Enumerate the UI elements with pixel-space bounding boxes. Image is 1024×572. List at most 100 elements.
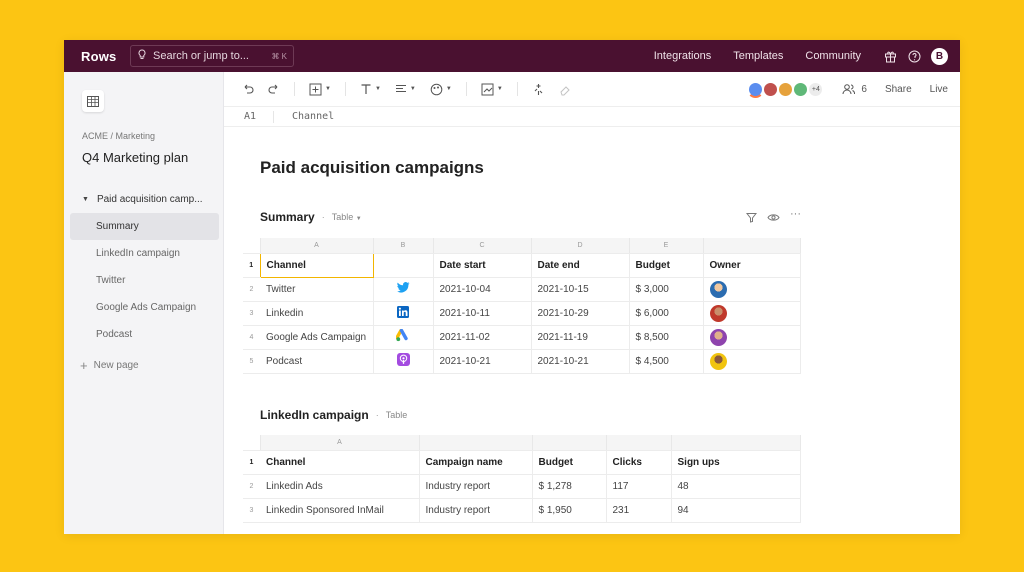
text-format-button[interactable]: ▼ <box>360 78 381 100</box>
table-cell[interactable]: 2021-11-02 <box>433 325 532 350</box>
magic-icon[interactable] <box>532 78 545 100</box>
table-cell[interactable]: Budget <box>629 253 704 278</box>
table-cell[interactable] <box>703 301 801 326</box>
color-button[interactable]: ▼ <box>430 78 452 100</box>
table-cell-selected[interactable]: Channel <box>259 252 374 278</box>
column-header[interactable] <box>606 435 672 451</box>
sidebar-item-summary[interactable]: Summary <box>70 213 219 240</box>
table-cell[interactable]: 2021-10-21 <box>433 349 532 374</box>
row-number[interactable]: 2 <box>243 277 260 302</box>
breadcrumb[interactable]: ACME / Marketing <box>82 131 156 141</box>
table-cell[interactable] <box>703 325 801 350</box>
table-cell[interactable]: 2021-10-29 <box>531 301 630 326</box>
table-cell[interactable] <box>373 325 434 350</box>
table-cell[interactable]: Budget <box>532 450 607 475</box>
table-cell[interactable]: Linkedin Sponsored InMail <box>260 498 420 523</box>
table-cell[interactable]: 117 <box>606 474 672 499</box>
table-cell[interactable]: Google Ads Campaign <box>260 325 374 350</box>
table-cell[interactable] <box>373 253 434 278</box>
table-cell[interactable]: $ 3,000 <box>629 277 704 302</box>
table-cell[interactable]: $ 6,000 <box>629 301 704 326</box>
table-title[interactable]: LinkedIn campaign <box>260 408 369 422</box>
table-cell[interactable]: 94 <box>671 498 801 523</box>
nav-integrations[interactable]: Integrations <box>653 50 712 62</box>
spreadsheet-icon[interactable] <box>82 90 104 112</box>
table-cell[interactable]: 48 <box>671 474 801 499</box>
filter-icon[interactable] <box>745 210 758 228</box>
table-cell[interactable]: Podcast <box>260 349 374 374</box>
more-options-icon[interactable]: ··· <box>790 208 801 220</box>
help-icon[interactable] <box>907 49 921 63</box>
table-cell[interactable]: $ 4,500 <box>629 349 704 374</box>
column-header[interactable]: D <box>531 238 630 254</box>
table-cell[interactable]: 231 <box>606 498 672 523</box>
table-cell[interactable]: $ 8,500 <box>629 325 704 350</box>
table-title[interactable]: Summary <box>260 210 315 224</box>
sidebar-item-linkedin[interactable]: LinkedIn campaign <box>70 240 219 267</box>
column-header[interactable] <box>703 238 801 254</box>
table-cell[interactable]: 2021-10-04 <box>433 277 532 302</box>
row-number[interactable]: 1 <box>243 450 260 475</box>
more-collaborators-badge[interactable]: +4 <box>807 80 825 98</box>
users-count[interactable]: 6 <box>842 83 867 95</box>
table-cell[interactable]: Date start <box>433 253 532 278</box>
row-number[interactable]: 3 <box>243 498 260 523</box>
row-number[interactable]: 3 <box>243 301 260 326</box>
table-cell[interactable] <box>373 277 434 302</box>
table-cell[interactable] <box>703 349 801 374</box>
column-header[interactable]: B <box>373 238 434 254</box>
table-cell[interactable]: Twitter <box>260 277 374 302</box>
table-cell[interactable]: $ 1,950 <box>532 498 607 523</box>
nav-templates[interactable]: Templates <box>733 50 784 62</box>
column-header[interactable]: A <box>260 238 374 254</box>
formula-input[interactable]: Channel <box>292 111 335 122</box>
table-cell[interactable]: 2021-10-15 <box>531 277 630 302</box>
sidebar-item-google-ads[interactable]: Google Ads Campaign <box>70 294 219 321</box>
undo-icon[interactable] <box>242 78 254 100</box>
table-cell[interactable]: Industry report <box>419 474 533 499</box>
sidebar-item-paid-acquisition[interactable]: ▼ Paid acquisition camp... <box>70 186 219 213</box>
user-avatar[interactable]: B <box>931 47 948 65</box>
search-input[interactable]: Search or jump to... ⌘ K <box>130 45 294 67</box>
app-logo[interactable]: Rows <box>81 48 117 64</box>
table-cell[interactable] <box>373 349 434 374</box>
table-cell[interactable]: Date end <box>531 253 630 278</box>
column-header[interactable]: A <box>260 435 420 451</box>
column-header[interactable]: E <box>629 238 704 254</box>
eye-icon[interactable] <box>767 210 780 228</box>
sidebar-item-twitter[interactable]: Twitter <box>70 267 219 294</box>
share-button[interactable]: Share <box>884 83 912 95</box>
table-cell[interactable]: 2021-11-19 <box>531 325 630 350</box>
table-type-dropdown[interactable]: Table ▼ <box>332 212 362 222</box>
table-cell[interactable] <box>373 301 434 326</box>
table-cell[interactable]: Clicks <box>606 450 672 475</box>
gift-icon[interactable] <box>883 49 897 63</box>
table-cell[interactable]: Owner <box>703 253 801 278</box>
table-cell[interactable] <box>703 277 801 302</box>
new-page-button[interactable]: + New page <box>80 358 139 373</box>
table-cell[interactable]: Campaign name <box>419 450 533 475</box>
row-number[interactable]: 5 <box>243 349 260 374</box>
table-cell[interactable]: Linkedin <box>260 301 374 326</box>
table-type-label[interactable]: Table <box>385 410 408 420</box>
insert-table-button[interactable]: ▼ <box>309 78 331 100</box>
collaborator-avatars[interactable]: +4 <box>747 80 825 98</box>
row-number[interactable]: 4 <box>243 325 260 350</box>
table-cell[interactable]: Linkedin Ads <box>260 474 420 499</box>
table-cell[interactable]: 2021-10-21 <box>531 349 630 374</box>
cell-reference[interactable]: A1 <box>224 110 274 123</box>
column-header[interactable] <box>419 435 533 451</box>
live-button[interactable]: Live <box>929 83 948 95</box>
table-cell[interactable]: Channel <box>260 450 420 475</box>
table-cell[interactable]: 2021-10-11 <box>433 301 532 326</box>
redo-icon[interactable] <box>268 78 280 100</box>
sidebar-item-podcast[interactable]: Podcast <box>70 321 219 348</box>
table-cell[interactable]: Sign ups <box>671 450 801 475</box>
row-number[interactable]: 1 <box>243 253 260 278</box>
nav-community[interactable]: Community <box>805 50 861 62</box>
row-number[interactable]: 2 <box>243 474 260 499</box>
chart-button[interactable]: ▼ <box>481 78 503 100</box>
align-button[interactable]: ▼ <box>395 78 416 100</box>
table-cell[interactable]: $ 1,278 <box>532 474 607 499</box>
column-header[interactable]: C <box>433 238 532 254</box>
